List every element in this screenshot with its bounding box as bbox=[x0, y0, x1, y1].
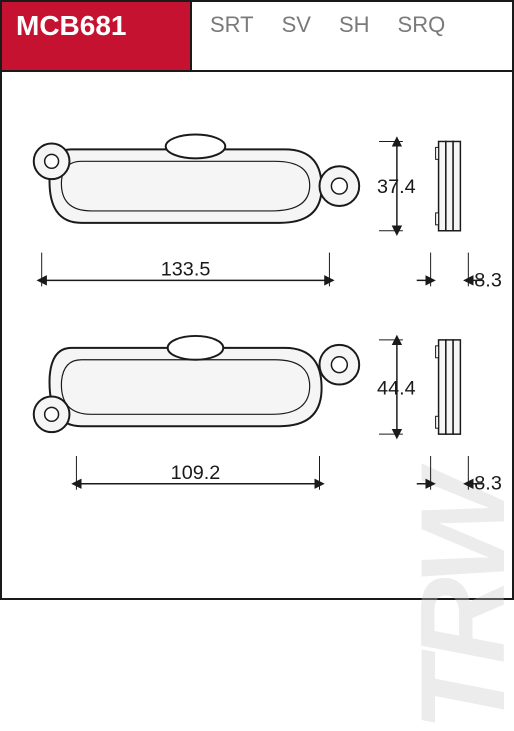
variant-code: SV bbox=[282, 12, 311, 38]
svg-text:8.3: 8.3 bbox=[474, 269, 502, 291]
svg-text:109.2: 109.2 bbox=[171, 462, 221, 484]
svg-text:37.4: 37.4 bbox=[377, 176, 416, 198]
svg-text:8.3: 8.3 bbox=[474, 473, 502, 495]
variant-code: SH bbox=[339, 12, 370, 38]
header: MCB681 SRT SV SH SRQ bbox=[2, 2, 512, 72]
variant-code: SRQ bbox=[398, 12, 446, 38]
variant-code: SRT bbox=[210, 12, 254, 38]
variant-list: SRT SV SH SRQ bbox=[192, 2, 512, 70]
diagram-frame: MCB681 SRT SV SH SRQ TRW 133.537.48.3109… bbox=[0, 0, 514, 600]
technical-drawing-svg: 133.5 37.4 8.3 109.2 44.4 8.3 bbox=[2, 72, 512, 596]
part-number-box: MCB681 bbox=[2, 2, 192, 70]
svg-text:44.4: 44.4 bbox=[377, 377, 416, 399]
svg-text:133.5: 133.5 bbox=[161, 258, 211, 280]
part-number: MCB681 bbox=[16, 10, 126, 42]
diagram-area: TRW 133.537.48.3109.244.48.3 bbox=[2, 72, 512, 598]
